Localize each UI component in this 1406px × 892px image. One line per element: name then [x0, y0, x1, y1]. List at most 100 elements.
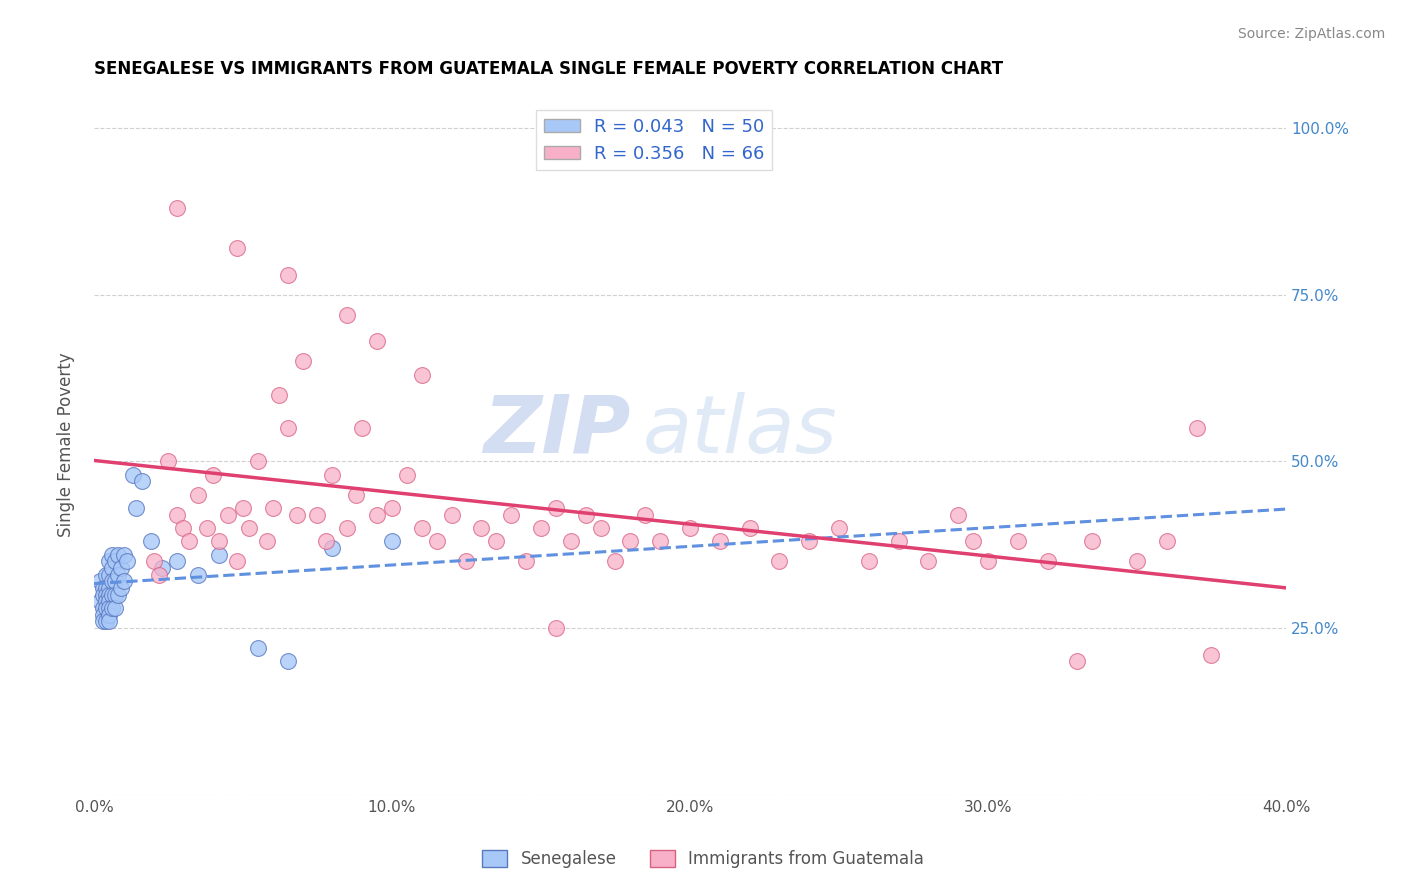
Point	[124, 500, 146, 515]
Point	[291, 354, 314, 368]
Point	[336, 521, 359, 535]
Point	[112, 548, 135, 562]
Point	[575, 508, 598, 522]
Point	[679, 521, 702, 535]
Point	[256, 534, 278, 549]
Point	[336, 308, 359, 322]
Point	[172, 521, 194, 535]
Point	[115, 554, 138, 568]
Point	[544, 621, 567, 635]
Point	[89, 574, 111, 589]
Point	[91, 615, 114, 629]
Point	[828, 521, 851, 535]
Point	[1126, 554, 1149, 568]
Point	[97, 615, 120, 629]
Point	[202, 467, 225, 482]
Point	[440, 508, 463, 522]
Point	[917, 554, 939, 568]
Point	[887, 534, 910, 549]
Text: ZIP: ZIP	[484, 392, 630, 469]
Point	[589, 521, 612, 535]
Point	[277, 268, 299, 282]
Point	[605, 554, 627, 568]
Point	[107, 548, 129, 562]
Point	[139, 534, 162, 549]
Point	[94, 581, 117, 595]
Point	[104, 601, 127, 615]
Point	[101, 601, 124, 615]
Point	[166, 508, 188, 522]
Point	[962, 534, 984, 549]
Point	[1185, 421, 1208, 435]
Point	[1036, 554, 1059, 568]
Point	[104, 554, 127, 568]
Point	[1201, 648, 1223, 662]
Point	[411, 521, 433, 535]
Point	[166, 554, 188, 568]
Point	[321, 541, 343, 555]
Point	[187, 567, 209, 582]
Point	[121, 467, 143, 482]
Point	[91, 588, 114, 602]
Point	[94, 588, 117, 602]
Point	[101, 574, 124, 589]
Point	[560, 534, 582, 549]
Point	[650, 534, 672, 549]
Point	[246, 454, 269, 468]
Point	[501, 508, 523, 522]
Point	[94, 601, 117, 615]
Point	[366, 334, 388, 349]
Point	[381, 500, 404, 515]
Point	[101, 588, 124, 602]
Point	[226, 241, 249, 255]
Point	[195, 521, 218, 535]
Point	[101, 548, 124, 562]
Point	[307, 508, 329, 522]
Point	[97, 588, 120, 602]
Point	[148, 567, 170, 582]
Point	[238, 521, 260, 535]
Point	[157, 454, 180, 468]
Point	[352, 421, 374, 435]
Point	[381, 534, 404, 549]
Point	[977, 554, 1000, 568]
Point	[208, 548, 231, 562]
Point	[107, 588, 129, 602]
Point	[485, 534, 508, 549]
Point	[97, 567, 120, 582]
Point	[285, 508, 308, 522]
Point	[738, 521, 761, 535]
Point	[107, 567, 129, 582]
Legend: R = 0.043   N = 50, R = 0.356   N = 66: R = 0.043 N = 50, R = 0.356 N = 66	[537, 111, 772, 170]
Point	[515, 554, 537, 568]
Point	[187, 487, 209, 501]
Point	[97, 594, 120, 608]
Point	[1007, 534, 1029, 549]
Point	[226, 554, 249, 568]
Point	[366, 508, 388, 522]
Point	[208, 534, 231, 549]
Point	[619, 534, 641, 549]
Point	[1156, 534, 1178, 549]
Point	[544, 500, 567, 515]
Point	[395, 467, 418, 482]
Point	[91, 581, 114, 595]
Point	[94, 615, 117, 629]
Point	[768, 554, 790, 568]
Point	[94, 594, 117, 608]
Point	[946, 508, 969, 522]
Point	[97, 601, 120, 615]
Point	[321, 467, 343, 482]
Text: atlas: atlas	[643, 392, 837, 469]
Point	[91, 601, 114, 615]
Point	[152, 561, 174, 575]
Point	[470, 521, 492, 535]
Point	[277, 654, 299, 668]
Point	[131, 475, 153, 489]
Point	[344, 487, 367, 501]
Point	[104, 588, 127, 602]
Point	[112, 574, 135, 589]
Point	[1066, 654, 1088, 668]
Point	[110, 561, 132, 575]
Text: SENEGALESE VS IMMIGRANTS FROM GUATEMALA SINGLE FEMALE POVERTY CORRELATION CHART: SENEGALESE VS IMMIGRANTS FROM GUATEMALA …	[94, 60, 1002, 78]
